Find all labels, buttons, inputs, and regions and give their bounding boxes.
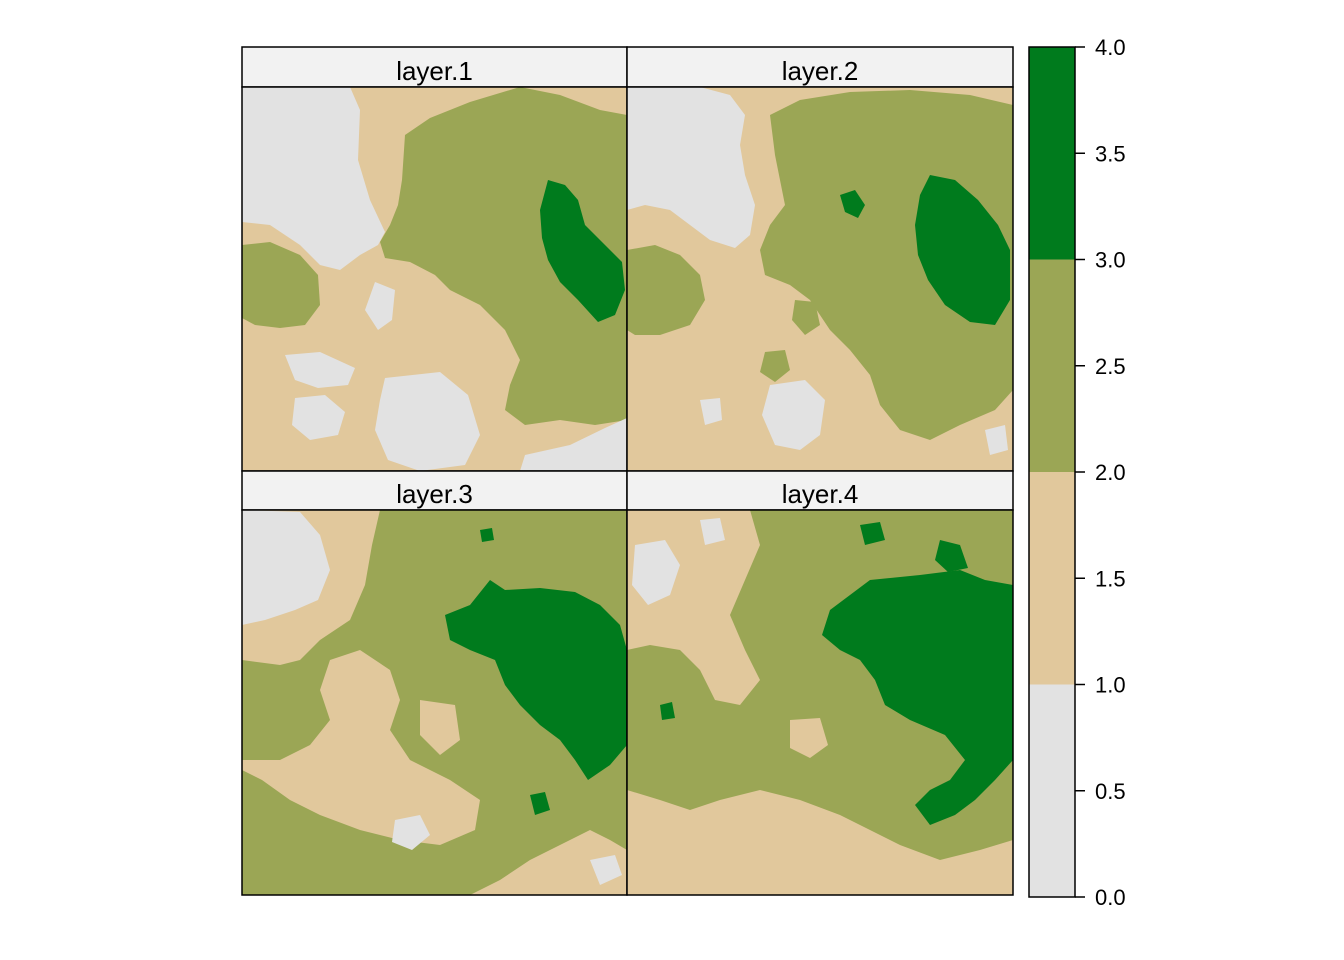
legend-tick-label-6: 3.0: [1095, 248, 1126, 273]
legend-tick-label-2: 1.0: [1095, 673, 1126, 698]
class-1-region: [292, 395, 345, 440]
legend-tick-label-3: 1.5: [1095, 566, 1126, 591]
panel-strip: [626, 46, 1014, 88]
raster-layer-3: [242, 510, 627, 895]
color-legend: 0.0 0.5 1.0 1.5 2.0 2.5 3.0 3.5 4.0: [1028, 35, 1126, 910]
legend-class-0: [1029, 684, 1075, 897]
panel-layer-3: layer.3: [241, 470, 628, 896]
class-0-region: [392, 815, 430, 850]
class-2-region: [627, 245, 705, 335]
raster-layer-4: [627, 510, 1013, 895]
class-1-region: [242, 87, 385, 270]
class-2-region: [380, 87, 627, 425]
class-2-region: [792, 300, 820, 335]
class-1-region: [365, 282, 395, 330]
legend-class-3: [1029, 47, 1075, 260]
panel-title: layer.3: [396, 479, 473, 509]
class-1-region: [762, 380, 825, 450]
panel-strip: [241, 46, 628, 88]
legend-class-1: [1029, 472, 1075, 685]
class-0-region: [590, 855, 622, 885]
class-1-region: [985, 425, 1008, 455]
class-3-region: [445, 580, 627, 780]
panel-title: layer.4: [782, 479, 859, 509]
class-3-region: [935, 540, 968, 572]
class-1-region: [242, 650, 627, 895]
panel-frame: [626, 509, 1014, 896]
class-3-region: [540, 180, 625, 322]
legend-tick-label-4: 2.0: [1095, 460, 1126, 485]
class-3-region: [915, 175, 1010, 325]
class-1-region: [790, 718, 828, 758]
class-0-region: [700, 518, 725, 545]
class-1-region: [520, 418, 627, 471]
class-0-region: [632, 540, 680, 605]
legend-tick-label-7: 3.5: [1095, 141, 1126, 166]
class-1-region: [285, 352, 355, 388]
panel-title: layer.2: [782, 56, 859, 86]
class-3-region: [822, 570, 1013, 825]
class-2-region: [242, 242, 320, 328]
panel-strip: [241, 470, 628, 511]
panel-layer-4: layer.4: [626, 470, 1014, 896]
legend-tick-label-1: 0.5: [1095, 779, 1126, 804]
class-3-region: [480, 528, 494, 542]
class-0-region: [242, 510, 330, 625]
class-1-region: [700, 398, 722, 425]
raster-layer-2: [627, 87, 1013, 471]
panel-strip: [626, 470, 1014, 511]
legend-tick-label-5: 2.5: [1095, 354, 1126, 379]
class-2-region: [760, 350, 790, 382]
legend-class-2: [1029, 259, 1075, 472]
class-2-region: [760, 90, 1013, 440]
class-1-region: [375, 372, 480, 471]
class-1-region: [627, 87, 755, 248]
class-3-region: [660, 702, 675, 720]
panel-title: layer.1: [396, 56, 473, 86]
class-3-region: [860, 522, 885, 545]
legend-tick-label-0: 0.0: [1095, 885, 1126, 910]
class-3-region: [530, 792, 550, 815]
class-3-region: [840, 190, 865, 218]
legend-tick-label-8: 4.0: [1095, 35, 1126, 60]
panel-layer-1: layer.1: [241, 46, 628, 472]
class-1-region: [627, 790, 1013, 895]
panel-layer-2: layer.2: [626, 46, 1014, 472]
class-1-region: [420, 700, 460, 755]
raster-layer-1: [242, 87, 627, 471]
